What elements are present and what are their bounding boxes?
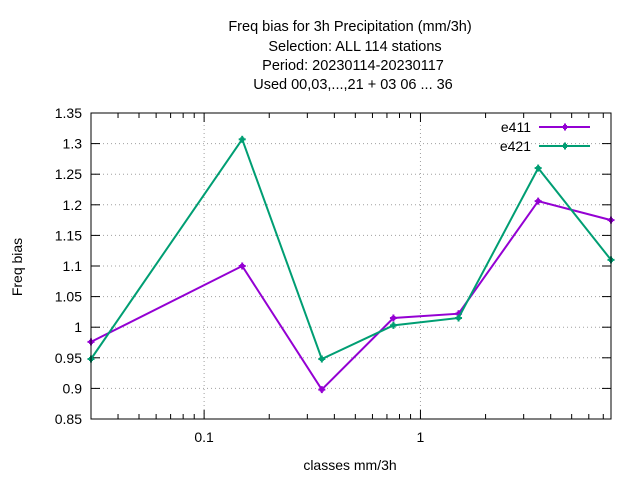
y-tick-label: 0.85 — [55, 411, 82, 427]
marker-core — [456, 316, 461, 321]
marker-core — [391, 323, 396, 328]
data-point-e411 — [534, 197, 542, 205]
chart-title-line-1: Freq bias for 3h Precipitation (mm/3h) — [228, 19, 471, 35]
series-e421 — [87, 135, 615, 363]
y-tick-label: 1.25 — [55, 166, 82, 182]
data-point-e411 — [318, 386, 326, 394]
series-e411 — [87, 197, 615, 394]
grid-lines — [91, 113, 611, 419]
chart-title-line-2: Selection: ALL 114 stations — [268, 39, 441, 55]
data-point-e421 — [534, 164, 542, 172]
y-tick-label: 1.1 — [63, 258, 83, 274]
y-tick-label: 1.35 — [55, 105, 82, 121]
marker-core — [563, 125, 567, 129]
legend-marker-e421 — [561, 142, 569, 150]
legend-label-e411: e411 — [501, 119, 531, 135]
data-point-e421 — [389, 321, 397, 329]
legend-label-e421: e421 — [500, 138, 531, 154]
data-point-e411 — [238, 262, 246, 270]
marker-core — [563, 144, 567, 148]
marker-core — [319, 357, 324, 362]
marker-core — [240, 137, 245, 142]
marker-core — [319, 387, 324, 392]
chart-title: Freq bias for 3h Precipitation (mm/3h) S… — [228, 19, 471, 93]
chart-title-line-4: Used 00,03,...,21 + 03 06 ... 36 — [253, 77, 453, 93]
series-line-e411 — [90, 199, 612, 392]
marker-core — [456, 311, 461, 316]
y-tick-label: 1.15 — [55, 227, 82, 243]
marker-core — [536, 166, 541, 171]
y-tick-label: 1.05 — [55, 289, 82, 305]
data-point-e421 — [238, 135, 246, 143]
legend-marker-e411 — [561, 123, 569, 131]
chart-legend: e411 e421 — [500, 119, 590, 154]
marker-core — [536, 199, 541, 204]
series-line-e421 — [90, 137, 612, 361]
y-tick-label: 0.95 — [55, 350, 82, 366]
data-point-e411 — [389, 314, 397, 322]
data-point-e421 — [455, 314, 463, 322]
y-tick-label: 0.9 — [63, 380, 83, 396]
chart-title-line-3: Period: 20230114-20230117 — [262, 58, 444, 74]
x-tick-label: 1 — [417, 429, 425, 445]
y-tick-label: 1 — [74, 319, 82, 335]
x-tick-label: 0.1 — [194, 429, 214, 445]
data-point-e421 — [318, 355, 326, 363]
x-axis-title: classes mm/3h — [303, 457, 396, 473]
y-tick-label: 1.2 — [63, 197, 83, 213]
marker-core — [391, 316, 396, 321]
tick-labels: 0.85 0.9 0.95 1 1.05 1.1 1.15 1.2 1.25 1.3 1.35 0.1… — [55, 105, 425, 445]
y-axis-title: Freq bias — [9, 238, 25, 296]
plot-area-border — [90, 112, 612, 420]
y-tick-label: 1.3 — [63, 136, 83, 152]
marker-core — [240, 264, 245, 268]
